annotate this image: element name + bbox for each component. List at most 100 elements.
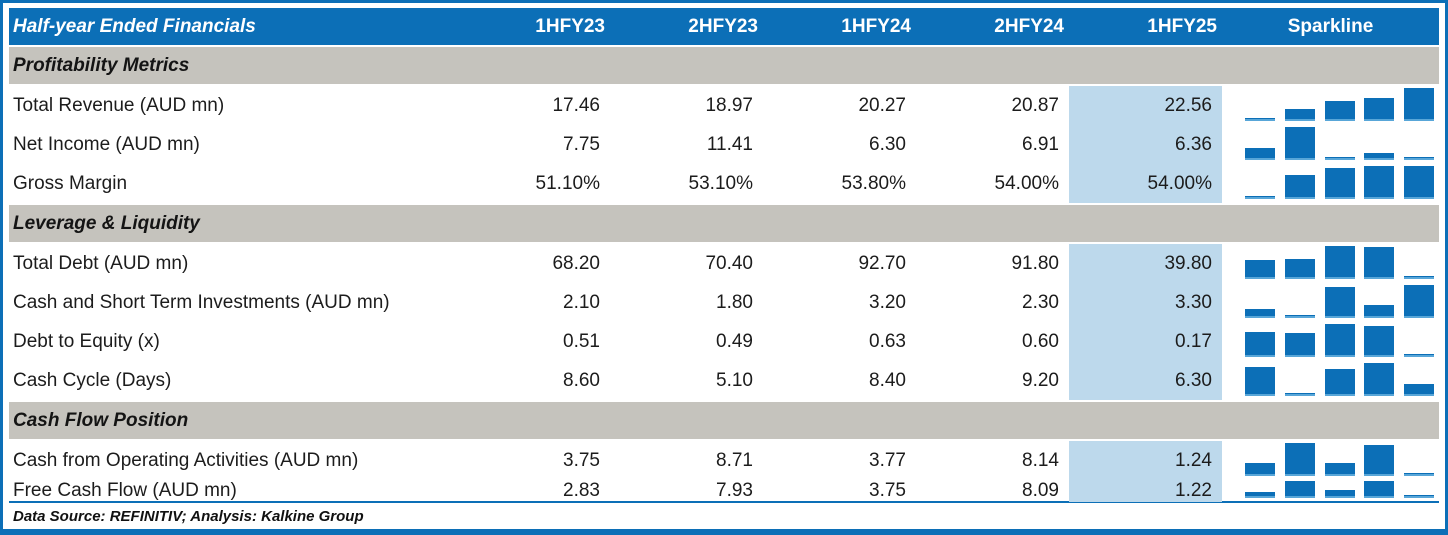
value-cell: 8.60: [563, 369, 600, 391]
sparkline-bar: [1324, 490, 1355, 498]
sparkline-bar: [1404, 354, 1434, 357]
value-cell-highlighted: 1.22: [1069, 480, 1222, 502]
sparkline-bar: [1284, 443, 1315, 476]
value-cell: 8.14: [1022, 449, 1059, 471]
value-cell: 51.10%: [535, 172, 600, 194]
sparkline-bar: [1245, 463, 1275, 476]
value-cell-highlighted: 3.30: [1069, 283, 1222, 322]
section-header-band: Cash Flow Position: [9, 402, 1439, 439]
value-cell: 92.70: [858, 252, 906, 274]
section-title: Leverage & Liquidity: [13, 212, 200, 234]
sparkline-bar: [1404, 473, 1434, 476]
footer-row: Data Source: REFINITIV; Analysis: Kalkin…: [9, 503, 1439, 529]
sparkline-bar: [1245, 196, 1275, 199]
value-cell: 11.41: [706, 133, 753, 155]
sparkline: [1222, 125, 1439, 164]
value-cell: 8.40: [869, 369, 906, 391]
value-cell: 2.83: [563, 480, 600, 501]
metric-label: Cash from Operating Activities (AUD mn): [13, 449, 359, 471]
sparkline-bar: [1364, 305, 1395, 318]
value-cell: 0.51: [563, 330, 600, 352]
sparkline-bar: [1245, 118, 1275, 121]
table-row: Free Cash Flow (AUD mn) 2.83 7.93 3.75 8.09 1…: [9, 480, 1439, 502]
value-cell: 17.46: [552, 94, 600, 116]
column-header-sparkline: Sparkline: [1287, 15, 1374, 37]
table-row: Net Income (AUD mn) 7.75 11.41 6.30 6.91 6.36: [9, 125, 1439, 164]
sparkline-bar: [1404, 88, 1434, 121]
sparkline-bar: [1245, 492, 1275, 498]
value-cell-highlighted: 6.30: [1069, 361, 1222, 400]
value-cell-highlighted: 54.00%: [1069, 164, 1222, 203]
value-cell: 9.20: [1022, 369, 1059, 391]
table-row: Cash Cycle (Days) 8.60 5.10 8.40 9.20 6.30: [9, 361, 1439, 400]
sparkline-bar: [1245, 332, 1275, 357]
footer-divider: [9, 501, 1439, 503]
value-cell: 68.20: [552, 252, 600, 274]
sparkline-bar: [1364, 166, 1395, 199]
sparkline-bar: [1364, 98, 1395, 121]
table-row: Gross Margin 51.10% 53.10% 53.80% 54.00% 54.0…: [9, 164, 1439, 203]
value-cell: 1.80: [716, 291, 753, 313]
sparkline-bar: [1284, 393, 1315, 396]
section-header-band: Leverage & Liquidity: [9, 205, 1439, 242]
column-header-2hfy24: 2HFY24: [994, 15, 1064, 37]
sparkline-bar: [1324, 101, 1355, 121]
value-cell: 0.63: [869, 330, 906, 352]
sparkline-bar: [1284, 259, 1315, 279]
sparkline-bar: [1245, 309, 1275, 318]
value-cell: 18.97: [705, 94, 753, 116]
value-cell: 6.30: [869, 133, 906, 155]
metric-label: Cash and Short Term Investments (AUD mn): [13, 291, 390, 313]
metric-label: Net Income (AUD mn): [13, 133, 200, 155]
value-cell: 0.60: [1022, 330, 1059, 352]
sparkline-bar: [1404, 495, 1434, 498]
table-section: Profitability Metrics Total Revenue (AUD …: [9, 47, 1439, 203]
sparkline-bar: [1404, 384, 1434, 396]
column-header-1hfy24: 1HFY24: [841, 15, 911, 37]
sparkline: [1222, 164, 1439, 203]
value-cell: 8.71: [716, 449, 753, 471]
value-cell: 3.75: [869, 480, 906, 501]
value-cell: 53.10%: [688, 172, 753, 194]
sparkline-bar: [1284, 481, 1315, 498]
column-header-1hfy23: 1HFY23: [535, 15, 605, 37]
value-cell: 3.20: [869, 291, 906, 313]
value-cell: 54.00%: [994, 172, 1059, 194]
value-cell: 7.93: [716, 480, 753, 501]
sparkline-bar: [1404, 276, 1434, 279]
sparkline: [1222, 480, 1439, 502]
column-header-2hfy23: 2HFY23: [688, 15, 758, 37]
value-cell: 5.10: [716, 369, 753, 391]
sparkline-bar: [1284, 127, 1315, 160]
metric-label: Cash Cycle (Days): [13, 369, 172, 391]
section-title: Profitability Metrics: [13, 54, 190, 76]
metric-label: Debt to Equity (x): [13, 330, 160, 352]
sparkline-bar: [1404, 166, 1434, 199]
sparkline-bar: [1324, 168, 1355, 199]
sparkline: [1222, 322, 1439, 361]
table-section: Leverage & Liquidity Total Debt (AUD mn) 6…: [9, 205, 1439, 400]
table-section: Cash Flow Position Cash from Operating Ac…: [9, 402, 1439, 502]
sparkline: [1222, 244, 1439, 283]
sparkline: [1222, 86, 1439, 125]
sparkline-bar: [1364, 363, 1395, 396]
sparkline-bar: [1364, 445, 1395, 476]
value-cell: 70.40: [705, 252, 753, 274]
sparkline-bar: [1324, 369, 1355, 396]
sparkline-bar: [1324, 463, 1355, 476]
sparkline-bar: [1284, 333, 1315, 357]
sparkline-bar: [1324, 324, 1355, 357]
sparkline: [1222, 441, 1439, 480]
value-cell-highlighted: 1.24: [1069, 441, 1222, 480]
value-cell-highlighted: 39.80: [1069, 244, 1222, 283]
value-cell: 3.75: [563, 449, 600, 471]
value-cell: 2.30: [1022, 291, 1059, 313]
sparkline-bar: [1284, 109, 1315, 121]
metric-label: Gross Margin: [13, 172, 128, 194]
sparkline: [1222, 361, 1439, 400]
sparkline-bar: [1324, 287, 1355, 318]
value-cell-highlighted: 6.36: [1069, 125, 1222, 164]
sparkline-bar: [1324, 157, 1355, 160]
sparkline-bar: [1324, 246, 1355, 279]
